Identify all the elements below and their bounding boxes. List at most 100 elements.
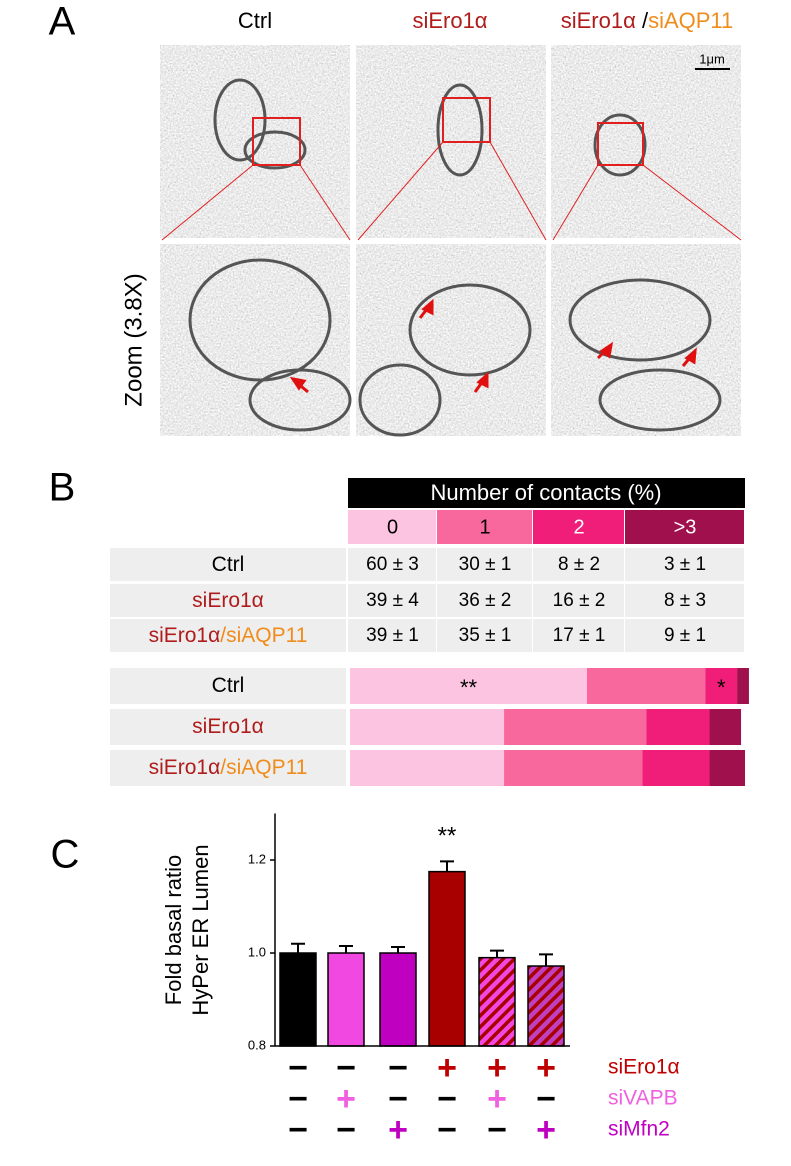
category-label-part: /siAQP11 [220, 756, 307, 779]
cell-bg [437, 584, 532, 617]
bar-segment [504, 709, 647, 745]
panel-label: C [51, 833, 80, 877]
table-header: Number of contacts (%) [430, 480, 661, 505]
condition-name: siVAPB [608, 1087, 678, 1110]
cell: 60 ± 3 [366, 554, 419, 575]
category-label: Ctrl [212, 674, 245, 697]
condition-sign: − [388, 1080, 408, 1118]
bar-segment [504, 750, 643, 786]
cell: 39 ± 4 [366, 590, 419, 611]
category-label: siEro1α [192, 715, 264, 738]
bar-segment [350, 668, 587, 704]
y-tick-label: 1.2 [248, 851, 266, 866]
cell-bg [625, 584, 744, 617]
bin-header-bg [625, 510, 744, 544]
cell-bg [437, 619, 532, 652]
condition-sign: − [536, 1080, 556, 1118]
cell-bg [437, 548, 532, 581]
bar-segment [737, 668, 749, 704]
error-bar [539, 953, 553, 967]
condition-sign: − [288, 1111, 308, 1149]
category-label-part: siEro1α [192, 715, 264, 738]
column-title-part: Ctrl [238, 8, 272, 33]
y-tick-label: 1.0 [248, 944, 266, 959]
condition-sign: + [536, 1111, 556, 1149]
condition-name: siEro1α [608, 1056, 680, 1079]
cell: 9 ± 1 [664, 625, 706, 646]
category-label: siEro1α/siAQP11 [149, 756, 308, 779]
cell: 16 ± 2 [553, 590, 606, 611]
condition-sign: − [288, 1080, 308, 1118]
column-title-part: / [642, 8, 649, 33]
column-title: siEro1α /siAQP11 [561, 8, 734, 33]
bar [279, 952, 317, 1047]
significance: * [717, 675, 726, 700]
cell: 39 ± 1 [366, 625, 419, 646]
cell: 30 ± 1 [459, 554, 512, 575]
micrograph [160, 45, 350, 238]
significance: ** [460, 675, 478, 700]
cell-bg [348, 584, 436, 617]
bin-header-bg [348, 510, 436, 544]
cell-bg [533, 584, 624, 617]
error-bar [291, 942, 305, 953]
cell: 8 ± 2 [558, 554, 600, 575]
significance: ** [438, 823, 457, 850]
column-title-part: siEro1α [561, 8, 642, 33]
bar-segment [642, 750, 710, 786]
cell-bg [533, 619, 624, 652]
bar-segment [705, 668, 738, 704]
mitochondria [188, 78, 722, 437]
condition-sign: − [487, 1111, 507, 1149]
scale-bar-label: 1μm [699, 51, 725, 66]
condition-sign: + [487, 1080, 507, 1118]
bar [478, 956, 516, 1047]
y-axis-label: Fold basal ratio [161, 855, 186, 1005]
condition-sign: − [437, 1080, 457, 1118]
condition-sign: + [388, 1111, 408, 1149]
cell: 36 ± 2 [459, 590, 512, 611]
cell-bg [348, 548, 436, 581]
bin-header: 0 [387, 516, 398, 538]
bar-segment [350, 750, 505, 786]
category-label-bg [110, 750, 346, 786]
micrograph [551, 244, 741, 436]
column-title: siEro1α [412, 8, 487, 33]
cell: 17 ± 1 [553, 625, 606, 646]
bin-header: 2 [573, 516, 584, 538]
condition-sign: + [336, 1080, 356, 1118]
error-bar [440, 860, 454, 872]
bar-segment [350, 709, 505, 745]
bar-segment [709, 750, 745, 786]
cell-bg [625, 619, 744, 652]
row-label: Ctrl [212, 553, 245, 576]
condition-sign: − [288, 1049, 308, 1087]
bin-header: 1 [479, 516, 490, 538]
row-label-bg [110, 584, 346, 617]
category-label-part: siEro1α [149, 756, 221, 779]
error-bar [391, 945, 405, 953]
bin-header-bg [437, 510, 532, 544]
column-title: Ctrl [238, 8, 272, 33]
category-label-bg [110, 668, 346, 704]
condition-sign: − [437, 1111, 457, 1149]
column-title-part: siEro1α [412, 8, 487, 33]
row-label-part: /siAQP11 [220, 624, 307, 647]
micrograph [356, 244, 546, 436]
zoom-label: Zoom (3.8X) [120, 273, 147, 406]
table-header-bg [348, 478, 745, 508]
zoom-boxes [161, 97, 742, 241]
bar-segment [587, 668, 706, 704]
cell-bg [348, 619, 436, 652]
condition-sign: − [336, 1111, 356, 1149]
micrographs [160, 45, 742, 437]
bar-segment [646, 709, 710, 745]
row-label-bg [110, 548, 346, 581]
row-label-part: siEro1α [192, 589, 264, 612]
bar-segment [709, 709, 742, 745]
bar [428, 870, 466, 1047]
error-bar [490, 949, 504, 958]
row-label-bg [110, 619, 346, 652]
cell-bg [625, 548, 744, 581]
